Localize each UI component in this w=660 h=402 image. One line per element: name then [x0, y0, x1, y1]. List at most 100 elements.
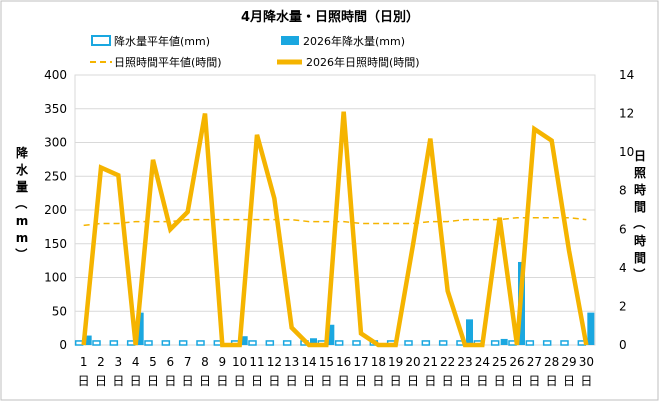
normal-rain-bar [196, 340, 205, 346]
x-tick-unit: 日 [320, 374, 332, 388]
normal-rain-bar [352, 340, 361, 346]
left-tick-label: 400 [44, 68, 67, 82]
left-axis-title: 降水量 （ mm ） [14, 145, 29, 260]
left-tick-label: 300 [44, 136, 67, 150]
x-tick-unit: 日 [338, 374, 350, 388]
x-tick-unit: 日 [234, 374, 246, 388]
right-axis-ticks: 0 2 4 6 8 10 12 14 [619, 68, 634, 352]
rain-2026-bar [84, 335, 92, 345]
x-tick-unit: 日 [78, 374, 90, 388]
x-tick-label: 25 [492, 355, 507, 369]
normal-rain-bar [525, 340, 535, 346]
sun-lines [81, 111, 589, 348]
rain-2026-bar [240, 336, 248, 345]
left-axis-title-char: 量 [16, 180, 28, 194]
x-tick-label: 20 [405, 355, 420, 369]
normal-rain-bar [109, 340, 119, 346]
x-tick-unit: 日 [494, 374, 506, 388]
right-axis-title-char: 照 [634, 165, 646, 180]
left-axis-title-char: 水 [16, 162, 29, 177]
x-tick-label: 3 [115, 355, 123, 369]
right-axis-title-char: 間 [634, 251, 646, 265]
legend-label-rain-2026: 2026年降水量(mm) [303, 34, 405, 48]
normal-rain-bar [490, 340, 500, 346]
x-tick-unit: 日 [424, 374, 436, 388]
rain-2026-bar [327, 324, 335, 345]
left-axis-title-char: 降 [16, 145, 29, 160]
x-tick-label: 14 [301, 355, 316, 369]
legend-label-normal-sun: 日照時間平年値(時間) [114, 55, 222, 69]
normal-rain-bar [161, 340, 171, 346]
x-tick-unit: 日 [511, 374, 523, 388]
left-axis-title-char: （ [14, 197, 29, 209]
legend-item-sun-2026: 2026年日照時間(時間) [277, 55, 420, 69]
legend-label-sun-2026: 2026年日照時間(時間) [306, 55, 420, 69]
left-tick-label: 150 [44, 237, 67, 251]
x-tick-unit: 日 [199, 374, 211, 388]
left-axis-ticks: 0 50 100 150 200 250 300 350 400 [44, 68, 67, 352]
right-axis-title: 日照時間（時間） [632, 149, 647, 280]
x-tick-unit: 日 [355, 374, 367, 388]
x-tick-unit: 日 [216, 374, 228, 388]
right-tick-label: 6 [619, 222, 627, 236]
x-tick-label: 8 [201, 355, 209, 369]
left-tick-label: 50 [52, 304, 67, 318]
x-tick-unit: 日 [303, 374, 315, 388]
legend: 降水量平年値(mm) 2026年降水量(mm) 日照時間平年値(時間) 2026… [90, 34, 420, 69]
x-tick-label: 11 [249, 355, 264, 369]
x-tick-unit: 日 [112, 374, 124, 388]
x-tick-unit: 日 [251, 374, 263, 388]
x-tick-unit: 日 [390, 374, 402, 388]
right-tick-label: 8 [619, 184, 627, 198]
x-tick-label: 5 [149, 355, 157, 369]
x-tick-unit: 日 [130, 374, 142, 388]
x-tick-unit: 日 [528, 374, 540, 388]
normal-rain-bar [178, 340, 188, 346]
legend-label-normal-rain: 降水量平年値(mm) [114, 34, 210, 48]
x-tick-label: 30 [579, 355, 594, 369]
right-tick-label: 4 [619, 261, 627, 275]
left-axis-title-char: ） [14, 248, 29, 260]
x-tick-unit: 日 [407, 374, 419, 388]
x-tick-label: 15 [319, 355, 334, 369]
normal-rain-bar [265, 340, 275, 346]
rain-2026-bar [310, 338, 317, 345]
x-tick-label: 16 [336, 355, 351, 369]
rain-2026-bar [136, 312, 144, 345]
left-axis-title-char: m [16, 214, 29, 228]
x-tick-label: 29 [561, 355, 576, 369]
right-tick-label: 0 [619, 338, 627, 352]
x-tick-label: 18 [371, 355, 386, 369]
right-tick-label: 10 [619, 145, 634, 159]
normal-rain-bar [248, 340, 257, 346]
x-tick-label: 6 [167, 355, 175, 369]
x-tick-label: 27 [527, 355, 542, 369]
x-tick-label: 17 [353, 355, 368, 369]
x-tick-label: 10 [232, 355, 247, 369]
normal-rain-bar [92, 340, 101, 346]
chart-title: 4月降水量・日照時間（日別） [241, 9, 419, 25]
right-axis-title-char: 時 [634, 233, 646, 248]
right-axis-title-char: ） [632, 268, 647, 280]
left-axis-title-char: m [16, 231, 29, 245]
legend-item-normal-sun: 日照時間平年値(時間) [90, 55, 222, 69]
x-tick-unit: 日 [563, 374, 575, 388]
rain-2026-bar [500, 338, 508, 345]
x-tick-unit: 日 [268, 374, 280, 388]
x-tick-unit: 日 [286, 374, 298, 388]
rain-2026-bar [466, 319, 473, 345]
x-tick-unit: 日 [580, 374, 592, 388]
x-tick-label: 24 [475, 355, 490, 369]
left-tick-label: 0 [59, 338, 67, 352]
x-tick-label: 21 [423, 355, 438, 369]
rain-2026-bar [587, 312, 595, 345]
x-tick-label: 12 [267, 355, 282, 369]
x-tick-label: 28 [544, 355, 559, 369]
x-tick-label: 7 [184, 355, 192, 369]
x-tick-label: 4 [132, 355, 140, 369]
legend-item-rain-2026: 2026年降水量(mm) [281, 34, 405, 48]
right-axis-title-char: （ [632, 217, 647, 229]
x-tick-label: 13 [284, 355, 299, 369]
